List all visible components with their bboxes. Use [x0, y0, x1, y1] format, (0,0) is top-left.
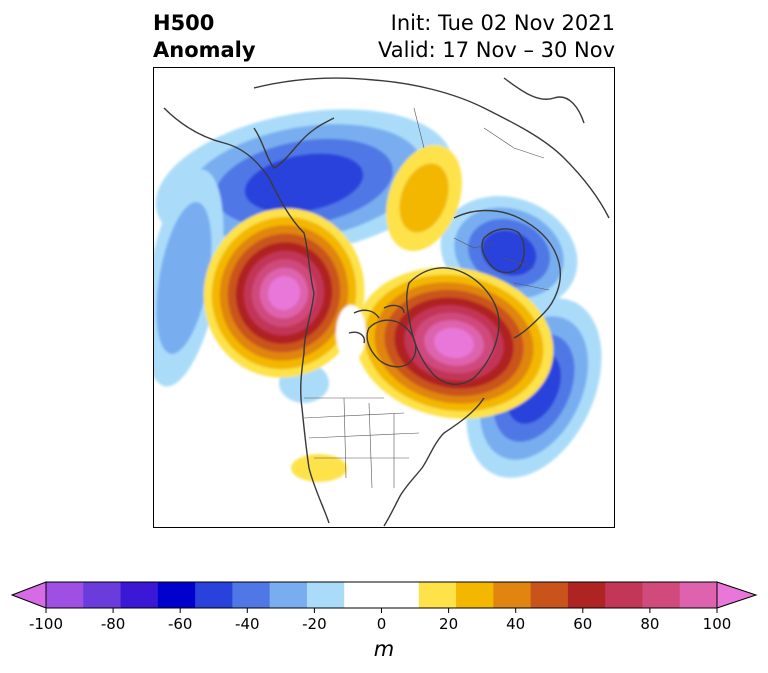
colorbar-bin — [83, 582, 122, 608]
valid-range: Valid: 17 Nov – 30 Nov — [378, 38, 615, 62]
colorbar-extend-low — [10, 581, 47, 609]
colorbar-unit: m — [373, 637, 395, 661]
colorbar-bin — [344, 582, 382, 608]
colorbar-bin — [120, 582, 159, 608]
colorbar-bin — [530, 582, 569, 608]
colorbar — [10, 581, 758, 613]
southwest-ridge — [291, 454, 347, 482]
pacific-arc-contour — [156, 202, 212, 354]
colorbar-bin — [418, 582, 457, 608]
colorbar-bin — [381, 582, 420, 608]
colorbar-tick-label: 20 — [439, 615, 459, 633]
colorbar-bin — [195, 582, 233, 608]
anomaly-map-svg — [154, 77, 610, 527]
colorbar-bin — [232, 582, 271, 608]
colorbar-tick-label: -40 — [235, 615, 260, 633]
colorbar-tick-label: 60 — [573, 615, 593, 633]
southwest-ridge-contour — [291, 454, 347, 482]
colorbar-bin — [306, 582, 345, 608]
colorbar-tick-label: 40 — [506, 615, 526, 633]
title-anomaly: Anomaly — [153, 38, 256, 62]
colorbar-bin — [46, 582, 84, 608]
coastlines — [163, 77, 610, 527]
colorbar-tick-label: -80 — [100, 615, 126, 633]
borders — [303, 107, 550, 489]
na-east-coast — [383, 397, 485, 527]
colorbar-bin — [679, 582, 718, 608]
title-variable: H500 — [153, 11, 215, 35]
europe-coast — [453, 209, 561, 339]
arctic-ridge-contour — [399, 163, 449, 233]
colorbar-bin — [456, 582, 494, 608]
hudson-bay — [366, 319, 417, 368]
alaska-ridge — [203, 208, 365, 378]
pacific-arc — [154, 169, 224, 387]
map-dates: Init: Tue 02 Nov 2021 Valid: 17 Nov – 30… — [378, 10, 615, 64]
colorbar-tick-label: -60 — [167, 615, 193, 633]
colorbar-bin — [605, 582, 643, 608]
asia-coast — [253, 77, 610, 219]
colorbar-tick-label: 80 — [640, 615, 660, 633]
init-date: Init: Tue 02 Nov 2021 — [390, 11, 615, 35]
greenland — [406, 267, 500, 385]
greenland-ridge-contour — [434, 327, 474, 359]
arctic-islands — [348, 304, 405, 344]
na-west-coast — [163, 107, 330, 524]
colorbar-tick-label: -100 — [28, 615, 64, 633]
colorbar-bin — [269, 582, 308, 608]
colorbar-tick-label: 100 — [702, 615, 732, 633]
colorbar-bin — [567, 582, 606, 608]
scandinavia — [481, 228, 525, 274]
anomaly-map — [153, 67, 615, 528]
colorbar-tick-label: -20 — [302, 615, 327, 633]
colorbar-bin — [493, 582, 532, 608]
asia-east — [503, 77, 585, 124]
colorbar-tick-label: 0 — [376, 615, 387, 633]
alaska-ridge-contour — [267, 276, 301, 310]
colorbar-bin — [642, 582, 681, 608]
arctic-ridge — [386, 144, 462, 252]
map-title: H500 Anomaly — [153, 10, 256, 64]
colorbar-bin — [157, 582, 196, 608]
alaska-coast — [253, 117, 335, 169]
greenland-ridge — [354, 267, 554, 419]
colorbar-extend-high — [716, 581, 758, 609]
